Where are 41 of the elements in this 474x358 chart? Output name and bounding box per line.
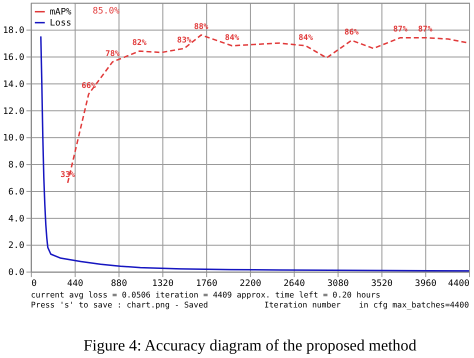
y-tick-label: 12.0	[2, 106, 24, 117]
data-label: 84%	[224, 32, 240, 42]
x-axis-title: Iteration number	[264, 300, 342, 310]
text: Figure 4: Accuracy diagram of the proposed method	[83, 337, 416, 354]
y-tick-label: 4.0	[8, 214, 24, 224]
y-tick-label: 2.0	[8, 241, 24, 252]
legend-label: Loss	[50, 18, 72, 29]
annotation: 85.0%	[92, 6, 120, 17]
x-tick-label: 880	[110, 279, 128, 290]
x-tick-label: 440	[67, 279, 84, 290]
data-label: 86%	[344, 27, 359, 36]
y-tick-label: 6.0	[8, 187, 24, 198]
data-label: 66%	[81, 81, 96, 90]
x-tick-label: 0	[31, 279, 37, 290]
data-label: 87%	[393, 24, 408, 34]
x-tick-label: 4400	[448, 279, 470, 290]
y-tick-label: 10.0	[2, 134, 24, 144]
x-tick-label: 3960	[414, 279, 436, 290]
data-label: 78%	[105, 48, 120, 58]
text: in cfg max_batches=4400	[358, 300, 470, 310]
y-tick-label: 8.0	[8, 160, 24, 171]
text: Press 's' to save : chart.png - Saved	[30, 300, 208, 310]
x-tick-label: 1760	[196, 279, 218, 290]
x-tick-label: 2640	[283, 279, 306, 290]
y-tick-label: 14.0	[2, 80, 24, 90]
data-label: 83%	[177, 35, 192, 44]
line-series	[40, 36, 470, 272]
data-label: 84%	[298, 32, 314, 42]
data-label: 33%	[60, 170, 76, 179]
data-label: 87%	[418, 24, 433, 34]
y-tick-label: 0.0	[8, 268, 24, 278]
x-tick-label: 1320	[152, 279, 174, 290]
data-label: 82%	[132, 38, 147, 48]
y-tick-label: 18.0	[2, 26, 24, 36]
legend-label: mAP%	[50, 8, 72, 18]
x-tick-label: 2200	[240, 279, 262, 290]
x-tick-label: 3520	[371, 279, 393, 290]
x-tick-label: 3080	[327, 279, 349, 290]
text: current avg loss = 0.0506 iteration = 4409 approx. time left = 0.20 hours	[30, 290, 380, 300]
data-label: 88%	[194, 22, 209, 32]
y-tick-label: 16.0	[2, 53, 24, 63]
